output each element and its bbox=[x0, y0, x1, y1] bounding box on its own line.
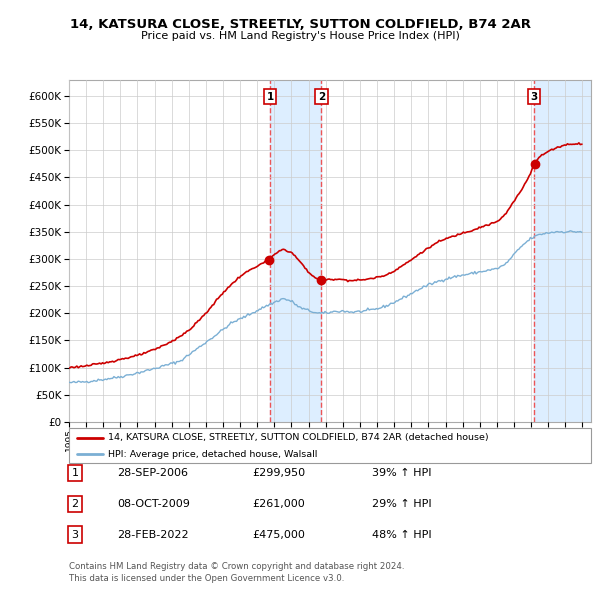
Text: HPI: Average price, detached house, Walsall: HPI: Average price, detached house, Wals… bbox=[108, 450, 317, 459]
Text: 08-OCT-2009: 08-OCT-2009 bbox=[117, 499, 190, 509]
Text: 14, KATSURA CLOSE, STREETLY, SUTTON COLDFIELD, B74 2AR (detached house): 14, KATSURA CLOSE, STREETLY, SUTTON COLD… bbox=[108, 433, 489, 442]
Text: £261,000: £261,000 bbox=[252, 499, 305, 509]
Text: 3: 3 bbox=[71, 530, 79, 539]
Text: £475,000: £475,000 bbox=[252, 530, 305, 539]
Text: 39% ↑ HPI: 39% ↑ HPI bbox=[372, 468, 431, 478]
Text: 1: 1 bbox=[266, 91, 274, 101]
Text: Price paid vs. HM Land Registry's House Price Index (HPI): Price paid vs. HM Land Registry's House … bbox=[140, 31, 460, 41]
Text: 48% ↑ HPI: 48% ↑ HPI bbox=[372, 530, 431, 539]
Text: 2: 2 bbox=[318, 91, 325, 101]
Text: £299,950: £299,950 bbox=[252, 468, 305, 478]
Text: 3: 3 bbox=[530, 91, 538, 101]
Bar bbox=[534, 80, 591, 422]
Text: 2: 2 bbox=[71, 499, 79, 509]
Text: 28-FEB-2022: 28-FEB-2022 bbox=[117, 530, 188, 539]
Text: 28-SEP-2006: 28-SEP-2006 bbox=[117, 468, 188, 478]
Text: 1: 1 bbox=[71, 468, 79, 478]
Text: Contains HM Land Registry data © Crown copyright and database right 2024.
This d: Contains HM Land Registry data © Crown c… bbox=[69, 562, 404, 583]
Text: 29% ↑ HPI: 29% ↑ HPI bbox=[372, 499, 431, 509]
Text: 14, KATSURA CLOSE, STREETLY, SUTTON COLDFIELD, B74 2AR: 14, KATSURA CLOSE, STREETLY, SUTTON COLD… bbox=[70, 18, 530, 31]
Bar bbox=[270, 80, 322, 422]
